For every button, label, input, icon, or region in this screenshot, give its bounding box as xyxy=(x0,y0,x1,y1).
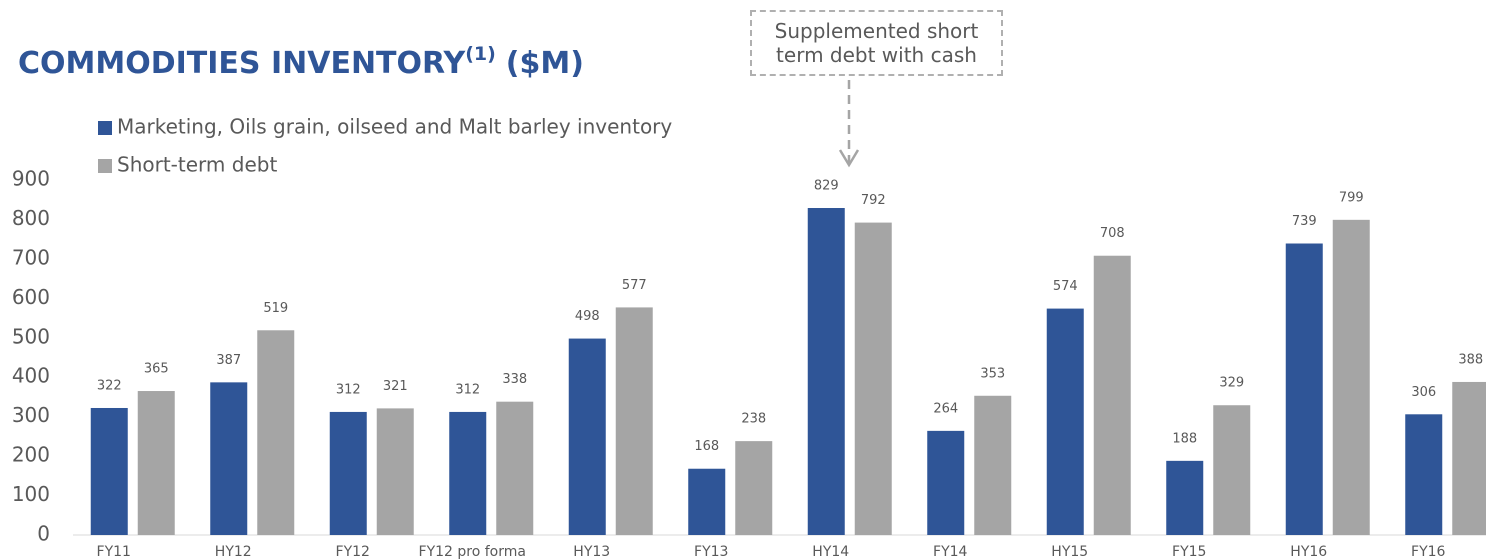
bar xyxy=(449,411,487,535)
bar xyxy=(1285,243,1323,535)
y-tick-label: 100 xyxy=(12,482,50,506)
legend-swatch xyxy=(98,121,112,135)
x-tick-label: FY11 xyxy=(97,544,131,560)
bar xyxy=(90,407,128,535)
value-label: 388 xyxy=(1458,352,1483,367)
y-tick-label: 600 xyxy=(12,285,50,309)
bar xyxy=(807,208,845,535)
bar xyxy=(257,330,295,535)
bar xyxy=(974,395,1012,535)
bar xyxy=(496,401,534,535)
bar xyxy=(735,441,773,535)
bar xyxy=(329,411,367,535)
annotation-arrowhead xyxy=(838,149,860,168)
bar xyxy=(376,408,414,535)
value-label: 312 xyxy=(455,382,480,397)
bar xyxy=(137,391,175,535)
bar xyxy=(1093,255,1131,535)
bar xyxy=(1332,219,1370,536)
value-label: 353 xyxy=(980,366,1005,381)
value-label: 387 xyxy=(216,353,241,368)
title-main: COMMODITIES INVENTORY xyxy=(18,46,466,81)
x-tick-label: FY13 xyxy=(694,544,728,560)
value-label: 306 xyxy=(1411,385,1436,400)
value-label: 829 xyxy=(814,179,839,194)
value-label: 792 xyxy=(861,193,886,208)
x-tick-label: HY14 xyxy=(812,544,849,560)
bar xyxy=(1213,405,1251,535)
bar xyxy=(1046,308,1084,535)
title-suffix: ($M) xyxy=(506,46,584,81)
value-label: 312 xyxy=(336,382,361,397)
x-tick-label: FY12 pro forma xyxy=(419,544,526,560)
bar xyxy=(927,430,965,535)
bar xyxy=(615,307,653,535)
annotation: Supplemented short term debt with cash xyxy=(750,10,1003,76)
value-label: 739 xyxy=(1292,214,1317,229)
y-tick-label: 900 xyxy=(12,167,50,191)
title-superscript: (1) xyxy=(465,43,496,65)
value-label: 577 xyxy=(622,278,647,293)
x-tick-label: HY16 xyxy=(1290,544,1327,560)
bar xyxy=(854,222,892,535)
value-label: 329 xyxy=(1219,376,1244,391)
y-tick-label: 200 xyxy=(12,443,50,467)
legend-label: Marketing, Oils grain, oilseed and Malt … xyxy=(117,115,672,139)
y-tick-label: 700 xyxy=(12,245,50,269)
y-tick-label: 800 xyxy=(12,206,50,230)
value-label: 264 xyxy=(933,401,958,416)
y-tick-label: 500 xyxy=(12,324,50,348)
x-tick-label: HY12 xyxy=(215,544,252,560)
value-label: 365 xyxy=(144,362,169,377)
bar xyxy=(1452,381,1486,535)
value-label: 799 xyxy=(1339,190,1364,205)
bar xyxy=(1405,414,1443,535)
value-label: 168 xyxy=(694,439,719,454)
y-tick-label: 400 xyxy=(12,364,50,388)
x-tick-label: HY13 xyxy=(573,544,610,560)
value-label: 498 xyxy=(575,309,600,324)
x-tick-label: FY14 xyxy=(933,544,968,560)
x-tick-label: HY15 xyxy=(1051,544,1088,560)
chart-title: COMMODITIES INVENTORY(1) ($M) xyxy=(18,43,584,81)
y-tick-label: 0 xyxy=(37,522,50,546)
x-tick-label: FY16 xyxy=(1411,544,1446,560)
value-label: 238 xyxy=(741,412,766,427)
value-label: 574 xyxy=(1053,279,1078,294)
bar xyxy=(688,468,726,535)
value-label: 708 xyxy=(1100,226,1125,241)
bar xyxy=(1166,460,1204,535)
value-label: 519 xyxy=(263,301,288,316)
bar xyxy=(210,382,248,535)
bar xyxy=(568,338,606,535)
legend-label: Short-term debt xyxy=(117,153,277,177)
x-tick-label: FY15 xyxy=(1172,544,1206,560)
legend-swatch xyxy=(98,159,112,173)
value-label: 322 xyxy=(97,378,122,393)
value-label: 338 xyxy=(502,372,527,387)
y-tick-label: 300 xyxy=(12,403,50,427)
value-label: 188 xyxy=(1172,431,1197,446)
value-label: 321 xyxy=(383,379,408,394)
x-tick-label: FY12 xyxy=(336,544,370,560)
